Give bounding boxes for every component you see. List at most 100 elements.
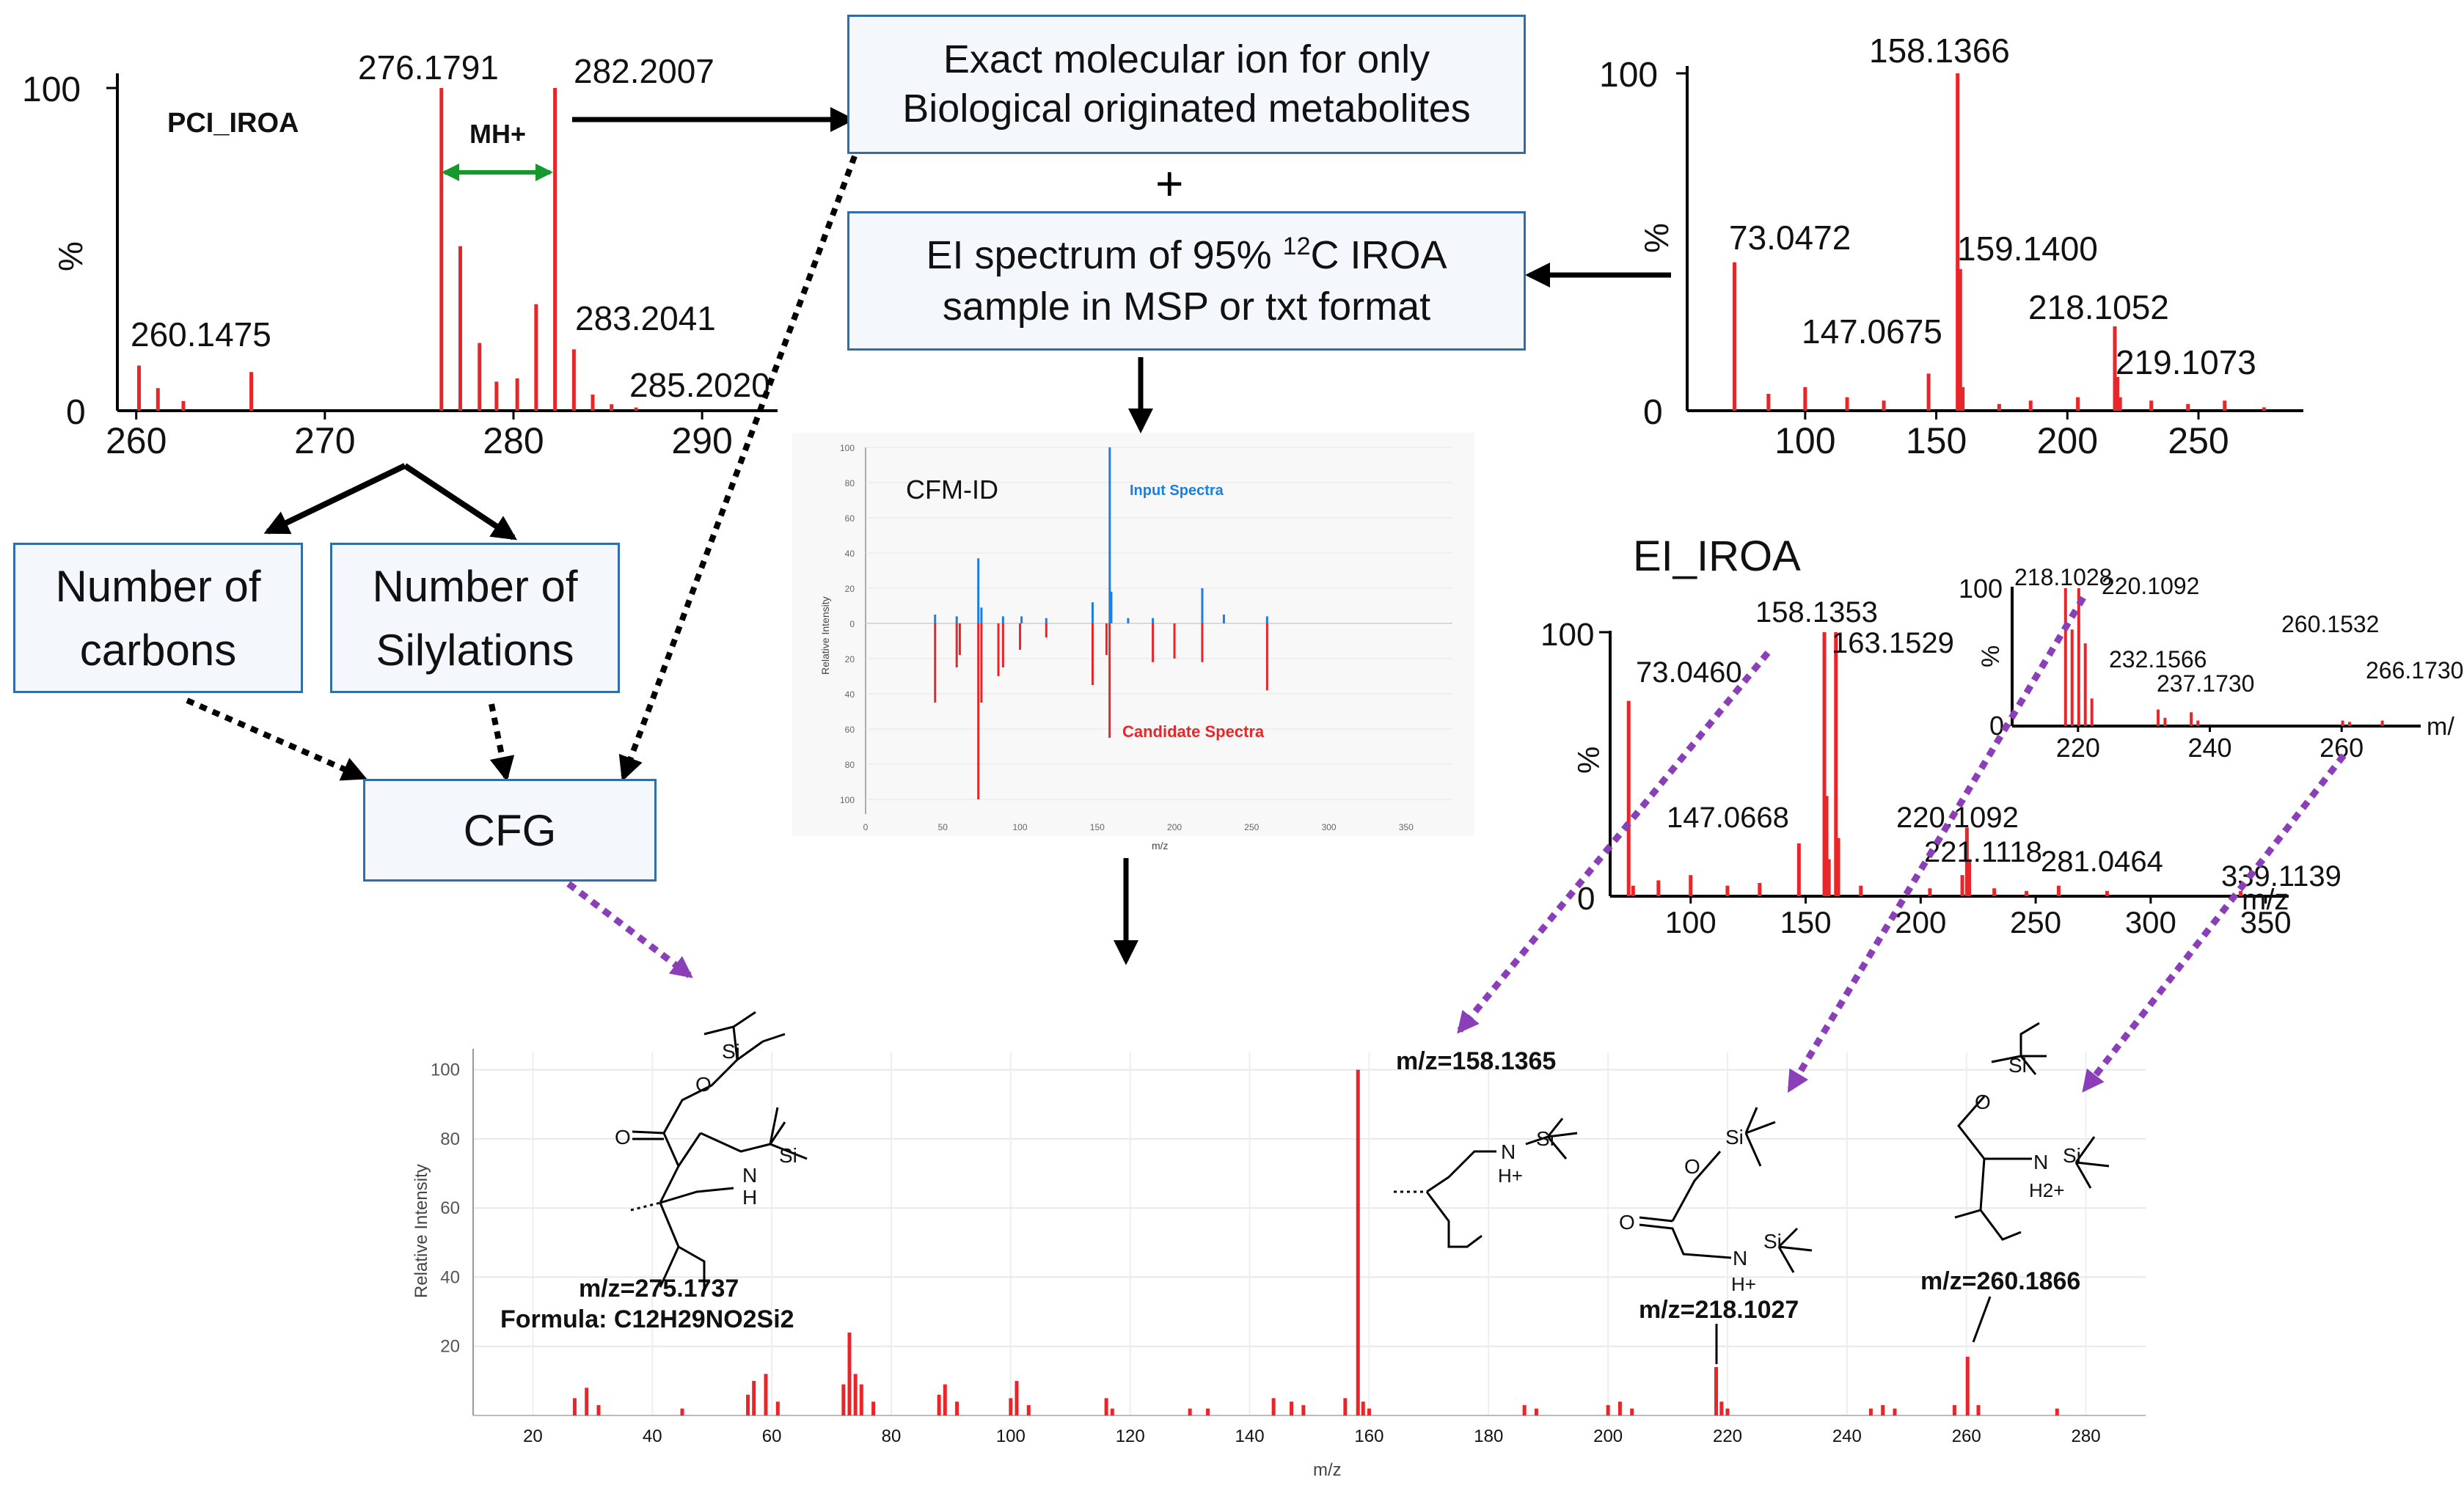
eitop-ticklabel-3: 250 [2168,420,2229,461]
bottom-ticklabel-10: 220 [1713,1426,1742,1446]
eitop-label-218: 218.1052 [2028,288,2169,326]
bottom-ticklabel-3: 80 [882,1426,902,1446]
ei-iroa-inset: 100 0 % 220 240 260 m/ 218.1028 220.1092 2… [1959,564,2463,763]
eitop-label-158: 158.1366 [1869,32,2010,70]
mol1-si1: Si [722,1040,740,1063]
eiiroa-label-147: 147.0668 [1667,802,1789,834]
cfm-xtick-4: 200 [1167,822,1182,832]
bottom-ticklabel-0: 20 [523,1426,543,1446]
bottom-ticklabel-8: 180 [1474,1426,1503,1446]
pci-y0: 0 [66,393,86,432]
dotted-silylations-to-cfg [489,703,515,782]
bottom-ylabel: Relative Intensity [412,1164,431,1298]
ei-iroa-spectrum: EI_IROA 100 0 % 100 150 200 250 300 350 m/z 1… [1540,532,2463,939]
purple-218 [1787,596,2086,1093]
eiiroa-label-158: 158.1353 [1755,596,1878,629]
cfm-xtick-7: 350 [1399,822,1414,832]
carbons-line1: Number of [55,561,261,611]
molecule-260-structure [1954,1022,2110,1241]
eitop-label-219: 219.1073 [2116,343,2256,381]
cfm-ytick-8: 60 [845,725,855,735]
eiiroa-ticklabel-5: 350 [2240,905,2292,939]
pci-label-276: 276.1791 [358,48,499,87]
mh-label: MH+ [469,119,526,149]
exact-ion-line1: Exact molecular ion for only [943,37,1430,81]
molecule-218-structure [1639,1107,1813,1273]
bottom-ytick-3: 40 [440,1267,460,1287]
ei-box-line2: sample in MSP or txt format [942,285,1431,329]
pci-ticklabel-3: 290 [671,420,732,461]
cfm-ylabel: Relative Intensity [819,596,831,675]
inset-ticklabel-1: 240 [2187,733,2231,763]
purple-158 [1457,651,1771,1034]
eitop-ticklabel-2: 200 [2037,420,2098,461]
cfm-ytick-4: 20 [845,584,855,594]
cfm-panel [792,433,1474,836]
cfm-xlabel: m/z [1152,840,1169,851]
mol4-o: O [1975,1091,1991,1113]
mol4-si2: Si [2063,1144,2081,1167]
inset-label-266: 266.1730 [2366,657,2463,684]
bottom-ticklabel-9: 200 [1593,1426,1623,1446]
pci-pct: % [51,241,89,271]
arrow-split-carbons [263,463,406,535]
eitop-label-73: 73.0472 [1729,219,1851,257]
mol1-si2: Si [779,1144,797,1167]
bottom-ticklabel-5: 120 [1116,1426,1145,1446]
inset-label-218: 218.1028 [2014,564,2112,590]
cfm-xtick-1: 50 [938,822,948,832]
pci-label-260: 260.1475 [131,315,271,353]
cfm-ytick-10: 100 [840,795,855,805]
cfm-ytick-7: 40 [845,689,855,700]
ei-box-line1a: EI spectrum of 95% [926,232,1283,277]
cfm-ytick-1: 80 [845,478,855,488]
bottom-xlabel: m/z [1313,1460,1342,1480]
eiiroa-label-220: 220.1092 [1896,802,2019,834]
cfm-ytick-2: 60 [845,513,855,524]
peak-label-158: m/z=158.1365 [1396,1047,1556,1075]
mol1-n: N [742,1164,757,1187]
bottom-ytick-1: 80 [440,1129,460,1149]
eitop-ticklabel-1: 150 [1906,420,1967,461]
eiiroa-ticklabel-3: 250 [2010,905,2061,939]
cfm-ytick-5: 0 [849,619,855,629]
cfm-candidate-label: Candidate Spectra [1122,722,1265,741]
cfm-xtick-6: 300 [1322,822,1337,832]
eitop-y0: 0 [1643,393,1663,432]
eiiroa-title: EI_IROA [1633,532,1801,580]
eiiroa-label-73: 73.0460 [1636,656,1742,689]
pci-title: PCI_IROA [167,108,299,139]
inset-mz: m/ [2427,713,2454,741]
inset-label-220: 220.1092 [2102,573,2199,599]
bottom-ytick-2: 60 [440,1198,460,1218]
bottom-ytick-4: 20 [440,1337,460,1357]
exact-ion-box: Exact molecular ion for only Biological … [847,15,1526,154]
bottom-ticklabel-1: 40 [643,1426,662,1446]
mol4-n: N [2033,1151,2048,1173]
mol3-n: N [1733,1247,1747,1270]
purple-260 [2082,753,2347,1093]
eitop-label-159: 159.1400 [1957,230,2098,268]
eiiroa-ticklabel-0: 100 [1665,905,1717,939]
mol1-o2: O [615,1126,631,1149]
cfm-ytick-3: 40 [845,549,855,559]
carbons-line2: carbons [79,625,237,675]
inset-label-260: 260.1532 [2281,611,2379,637]
mol4-si1: Si [2008,1054,2027,1077]
eitop-ticklabel-0: 100 [1774,420,1835,461]
cfm-input-label: Input Spectra [1130,483,1224,499]
inset-ticklabel-0: 220 [2056,733,2100,763]
eitop-pct: % [1637,223,1675,253]
eiiroa-label-221: 221.1118 [1924,836,2042,868]
mol1-o1: O [695,1073,712,1096]
silylations-box: Number of Silylations [330,543,620,693]
dotted-carbons-to-cfg [186,697,368,781]
cfm-xtick-5: 250 [1244,822,1259,832]
mol3-o2: O [1619,1211,1635,1234]
inset-y0: 0 [1989,711,2004,741]
silylations-line1: Number of [372,561,578,611]
mol1-h: H [742,1186,757,1209]
inset-label-237: 237.1730 [2157,670,2254,697]
